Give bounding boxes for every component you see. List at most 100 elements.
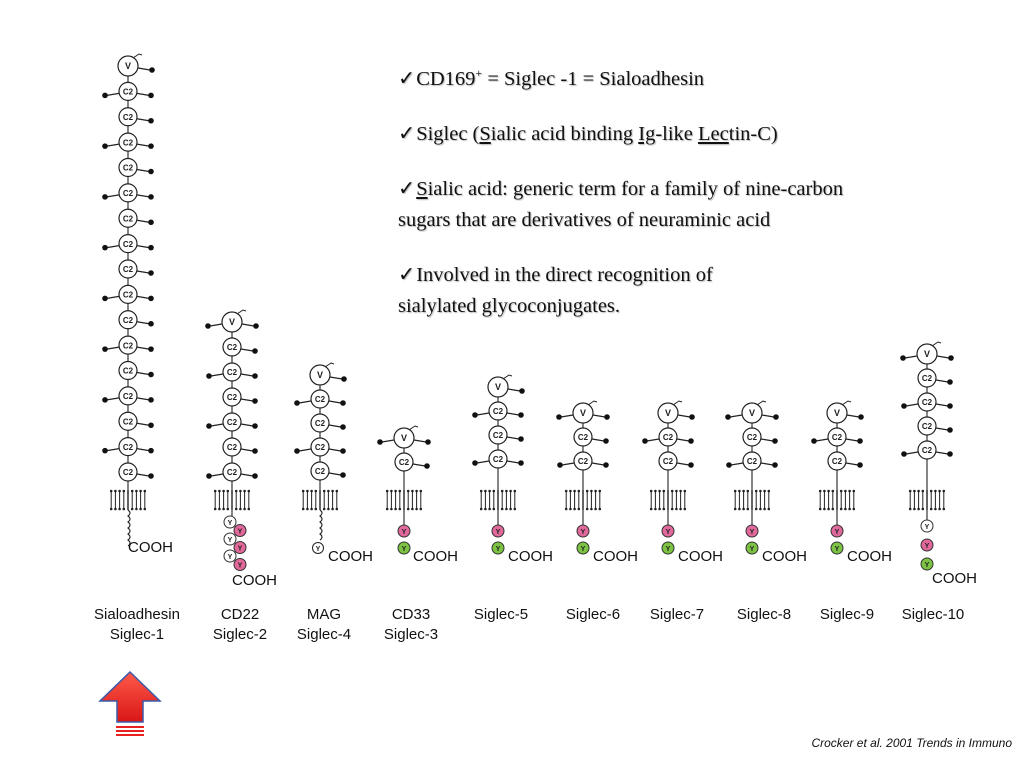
itim-motif (745, 524, 759, 538)
c2-domain-label: C2 (123, 164, 134, 173)
siglec-alias: Siglec-2 (213, 626, 267, 643)
svg-text:Y: Y (316, 546, 321, 553)
itim-like-motif (920, 557, 934, 571)
glycan-dot (148, 473, 154, 479)
glycan-dot (901, 451, 907, 457)
glycan-dot (603, 462, 609, 468)
v-domain-label: V (125, 61, 131, 71)
svg-text:Y: Y (666, 529, 671, 536)
glycan-stick (136, 194, 150, 198)
glycan-stick (106, 346, 120, 350)
glycan-stick (845, 462, 859, 466)
svg-text:Y: Y (228, 554, 233, 561)
c2-domain-label: C2 (227, 418, 238, 427)
glycan-stick (136, 448, 150, 452)
siglec-name-label: Siglec-7 (650, 606, 704, 623)
siglec-name: Sialoadhesin (94, 606, 180, 623)
svg-text:Y: Y (238, 563, 243, 570)
cooh-label: COOH (932, 570, 977, 587)
v-domain (487, 376, 509, 398)
svg-text:Y: Y (750, 546, 755, 553)
glycan-dot (102, 447, 108, 454)
glycan-stick (676, 462, 690, 466)
glycan-dot (340, 448, 346, 454)
glycan-stick (136, 92, 150, 96)
glycan-dot (858, 414, 864, 420)
glycan-dot (642, 438, 648, 444)
c2-domain-label: C2 (663, 457, 674, 466)
v-domain-hook (841, 400, 852, 406)
c2-domain (118, 360, 138, 381)
v-domain-hook (756, 400, 767, 406)
c2-domain-label: C2 (123, 265, 134, 274)
glycan-dot (519, 388, 525, 394)
glycan-stick (412, 463, 426, 467)
svg-text:Y: Y (402, 546, 407, 553)
glycan-dot (252, 398, 258, 404)
glycan-dot (148, 270, 154, 276)
glycan-dot (603, 438, 609, 444)
c2-domain-label: C2 (123, 291, 134, 300)
svg-text:Y: Y (925, 543, 930, 550)
up-arrow-icon (98, 670, 162, 736)
glycan-stick (136, 473, 150, 477)
siglec-sialoadhesin: V C2 C2 C2 C2 C2 C2 C2 C2 C2 C2 C2 C2 C2 C2 C2 C2 COOH (102, 53, 173, 556)
glycan-dot (773, 414, 779, 420)
c2-domain (827, 427, 847, 447)
itim-motif (661, 524, 675, 538)
glycan-dot (857, 462, 863, 468)
c2-domain-label: C2 (123, 214, 134, 223)
v-domain-label: V (924, 349, 930, 359)
v-domain (826, 402, 848, 424)
check-icon: ✓ (398, 67, 416, 90)
glycan-stick (136, 346, 150, 350)
c2-domain-label: C2 (123, 316, 134, 325)
check-icon: ✓ (398, 263, 416, 286)
svg-text:Y: Y (581, 529, 586, 536)
c2-domain (573, 451, 593, 471)
c2-domain-label: C2 (227, 393, 238, 402)
glycan-stick (591, 462, 605, 466)
glycan-dot (148, 295, 154, 302)
v-domain-hook (672, 400, 683, 406)
c2-domain (488, 401, 508, 421)
glycan-dot (252, 348, 258, 354)
siglec-name-label: Sialoadhesin Siglec-1 (94, 606, 180, 643)
c2-domain-label: C2 (123, 417, 134, 426)
c2-domain-label: C2 (747, 433, 758, 442)
glycan-dot (772, 438, 778, 444)
c2-domain-label: C2 (227, 343, 238, 352)
glycan-dot (689, 414, 695, 420)
svg-text:Y: Y (925, 524, 930, 531)
glycan-stick (136, 245, 150, 249)
c2-domain-label: C2 (227, 468, 238, 477)
glycan-stick (329, 376, 343, 380)
itim-motif (576, 524, 590, 538)
itim-like-motif (661, 541, 675, 555)
glycan-stick (240, 373, 254, 377)
glycan-stick (106, 448, 120, 452)
c2-domain-label: C2 (493, 431, 504, 440)
glycan-stick (815, 438, 829, 442)
c2-domain (917, 440, 937, 460)
glycan-stick (846, 414, 860, 418)
itim-motif (397, 524, 411, 538)
v-domain (572, 402, 594, 424)
glycan-dot (518, 412, 524, 418)
v-domain (117, 55, 139, 77)
c2-domain-label: C2 (123, 468, 134, 477)
svg-text:Y: Y (925, 562, 930, 569)
glycan-dot (148, 168, 154, 175)
glycan-stick (106, 295, 120, 299)
c2-domain (118, 411, 138, 431)
siglec-name: Siglec-6 (566, 606, 620, 623)
glycan-stick (240, 448, 254, 452)
itim-motif (920, 538, 934, 552)
c2-domain (310, 437, 330, 457)
c2-domain-label: C2 (123, 138, 134, 147)
glycan-stick (298, 448, 312, 452)
glycan-stick (136, 270, 150, 274)
c2-domain-label: C2 (123, 367, 134, 376)
glycan-stick (506, 460, 520, 464)
